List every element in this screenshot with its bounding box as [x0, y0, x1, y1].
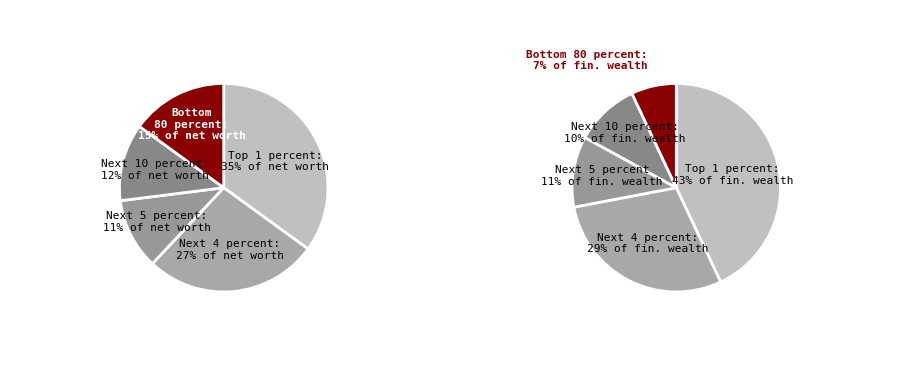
Text: Next 10 percent:
12% of net worth: Next 10 percent: 12% of net worth: [101, 159, 209, 181]
Wedge shape: [574, 188, 721, 292]
Wedge shape: [224, 83, 328, 249]
Wedge shape: [585, 93, 676, 188]
Text: Top 1 percent:
35% of net worth: Top 1 percent: 35% of net worth: [220, 151, 328, 172]
Wedge shape: [120, 126, 224, 201]
Wedge shape: [121, 188, 224, 264]
Text: Next 4 percent:
27% of net worth: Next 4 percent: 27% of net worth: [176, 239, 284, 261]
Wedge shape: [676, 83, 780, 282]
Text: Next 10 percent:
10% of fin. wealth: Next 10 percent: 10% of fin. wealth: [564, 122, 686, 144]
Text: Next 4 percent:
29% of fin. wealth: Next 4 percent: 29% of fin. wealth: [587, 233, 708, 254]
Text: Next 5 percent:
11% of net worth: Next 5 percent: 11% of net worth: [103, 211, 211, 233]
Text: Top 1 percent:
43% of fin. wealth: Top 1 percent: 43% of fin. wealth: [671, 164, 793, 186]
Text: Next 5 percent
11% of fin. wealth: Next 5 percent 11% of fin. wealth: [542, 165, 663, 187]
Wedge shape: [632, 83, 676, 188]
Text: Bottom
80 percent:
15% of net worth: Bottom 80 percent: 15% of net worth: [138, 108, 246, 141]
Wedge shape: [140, 83, 224, 188]
Wedge shape: [152, 188, 308, 292]
Text: Bottom 80 percent:
7% of fin. wealth: Bottom 80 percent: 7% of fin. wealth: [526, 50, 648, 71]
Wedge shape: [572, 138, 676, 207]
